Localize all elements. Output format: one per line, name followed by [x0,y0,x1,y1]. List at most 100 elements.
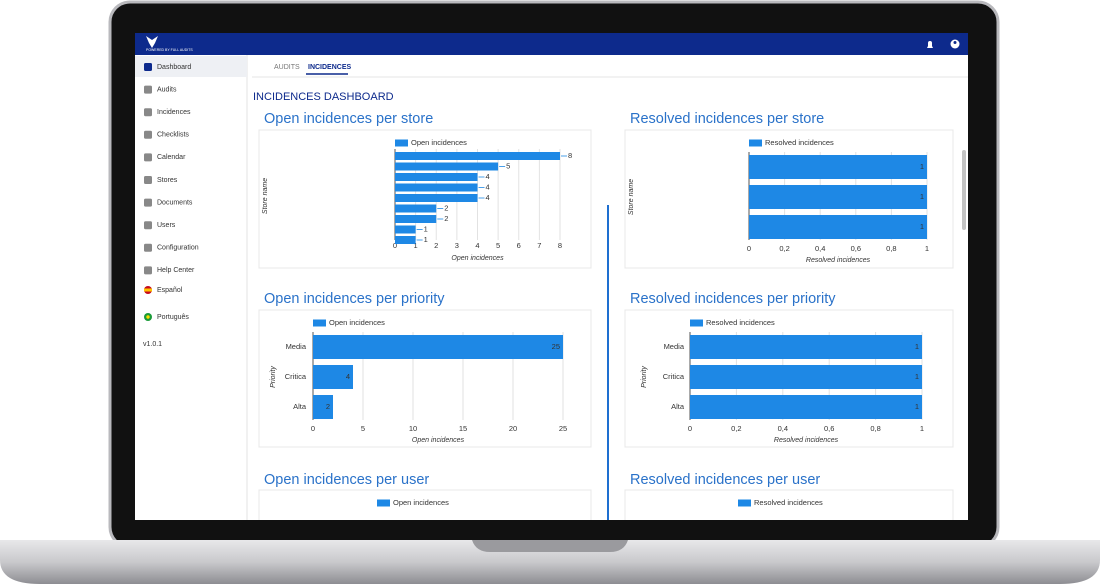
y-tick-label: Critica [663,372,685,381]
y-tick-label: Alta [671,402,685,411]
data-label: 4 [486,182,490,191]
legend-label: Open incidences [411,138,467,147]
sidebar-item[interactable]: Português [157,314,189,321]
version: v1.0.1 [143,341,162,348]
sidebar-item[interactable]: Checklists [157,132,189,139]
logo [146,36,158,48]
sidebar-item[interactable]: Configuration [157,245,199,252]
x-axis-label: Open incidences [412,437,465,444]
y-tick-label: Media [664,342,685,351]
sidebar-item[interactable]: Documents [157,199,193,206]
sidebar-item[interactable]: Users [157,222,176,229]
bar [749,215,927,239]
legend-swatch [690,319,703,327]
data-label: 1 [424,224,428,233]
bell-icon[interactable] [927,41,933,48]
x-tick-label: 5 [361,424,365,433]
x-tick-label: 4 [475,241,479,250]
flag-es-band [144,288,152,292]
sidebar-icon [144,130,152,139]
x-tick-label: 0,2 [731,424,741,433]
legend-label: Open incidences [329,318,385,327]
user-icon-head [953,41,957,44]
laptop-base [0,540,1100,584]
sidebar [135,55,247,520]
data-label: 1 [920,222,924,231]
x-tick-label: 15 [459,424,467,433]
data-label: 4 [346,372,350,381]
legend-label: Resolved incidences [706,318,775,327]
chart-title: Resolved incidences per store [630,111,824,127]
bar [395,173,478,181]
data-label: 1 [920,192,924,201]
x-tick-label: 1 [920,424,924,433]
page-title: INCIDENCES DASHBOARD [253,91,394,103]
sidebar-item[interactable]: Español [157,287,183,294]
chart-title: Open incidences per priority [264,291,445,307]
tab-active[interactable]: INCIDENCES [308,64,352,71]
x-tick-label: 0,8 [886,244,896,253]
x-tick-label: 0 [311,424,315,433]
data-label: 1 [915,402,919,411]
bar [690,335,922,359]
sidebar-icon [144,85,152,94]
x-axis-label: Resolved incidences [774,437,839,444]
x-tick-label: 0 [688,424,692,433]
data-label: 1 [424,235,428,244]
bar [749,155,927,179]
y-axis-label: Store name [628,179,635,215]
legend-swatch [749,139,762,147]
x-tick-label: 1 [414,241,418,250]
sidebar-icon [144,153,152,162]
chart-title: Resolved incidences per user [630,472,820,488]
chart-card [258,489,592,520]
x-tick-label: 7 [537,241,541,250]
bar [690,395,922,419]
scrollbar[interactable] [962,150,966,230]
flag-pt-center [146,315,150,319]
data-label: 2 [444,214,448,223]
top-bar [135,33,968,55]
sidebar-item[interactable]: Dashboard [157,64,191,71]
x-tick-label: 1 [925,244,929,253]
bar [395,215,437,223]
chart-title: Open incidences per user [264,472,429,488]
base-notch [472,540,628,552]
x-tick-label: 0,6 [851,244,861,253]
y-tick-label: Critica [285,372,307,381]
bar [313,395,333,419]
legend-label: Resolved incidences [754,498,823,507]
tab[interactable]: AUDITS [274,64,300,71]
x-tick-label: 0,4 [815,244,825,253]
y-tick-label: Alta [293,402,307,411]
bar [395,162,499,171]
x-tick-label: 5 [496,241,500,250]
legend-swatch [313,319,326,327]
chart-title: Resolved incidences per priority [630,291,836,307]
legend-label: Open incidences [393,498,449,507]
data-label: 1 [915,342,919,351]
sidebar-item[interactable]: Incidences [157,109,191,116]
bar [395,236,416,244]
x-axis-label: Resolved incidences [806,257,871,264]
legend-swatch [738,499,751,507]
legend-swatch [395,139,408,147]
chart-card [258,309,592,448]
x-tick-label: 20 [509,424,517,433]
bar [749,185,927,209]
x-tick-label: 2 [434,241,438,250]
sidebar-item[interactable]: Stores [157,177,178,184]
legend-swatch [377,499,390,507]
screen: POWERED BY FULL AUDITS AUDITS INCIDENCES… [135,33,968,520]
sidebar-item[interactable]: Help Center [157,267,195,274]
x-tick-label: 3 [455,241,459,250]
bar [395,183,478,192]
bar [395,204,437,213]
sidebar-item[interactable]: Calendar [157,154,186,161]
sidebar-item[interactable]: Audits [157,86,177,93]
data-label: 8 [568,151,572,160]
data-label: 4 [486,193,490,202]
bar [395,152,560,160]
sidebar-icon [144,176,152,184]
